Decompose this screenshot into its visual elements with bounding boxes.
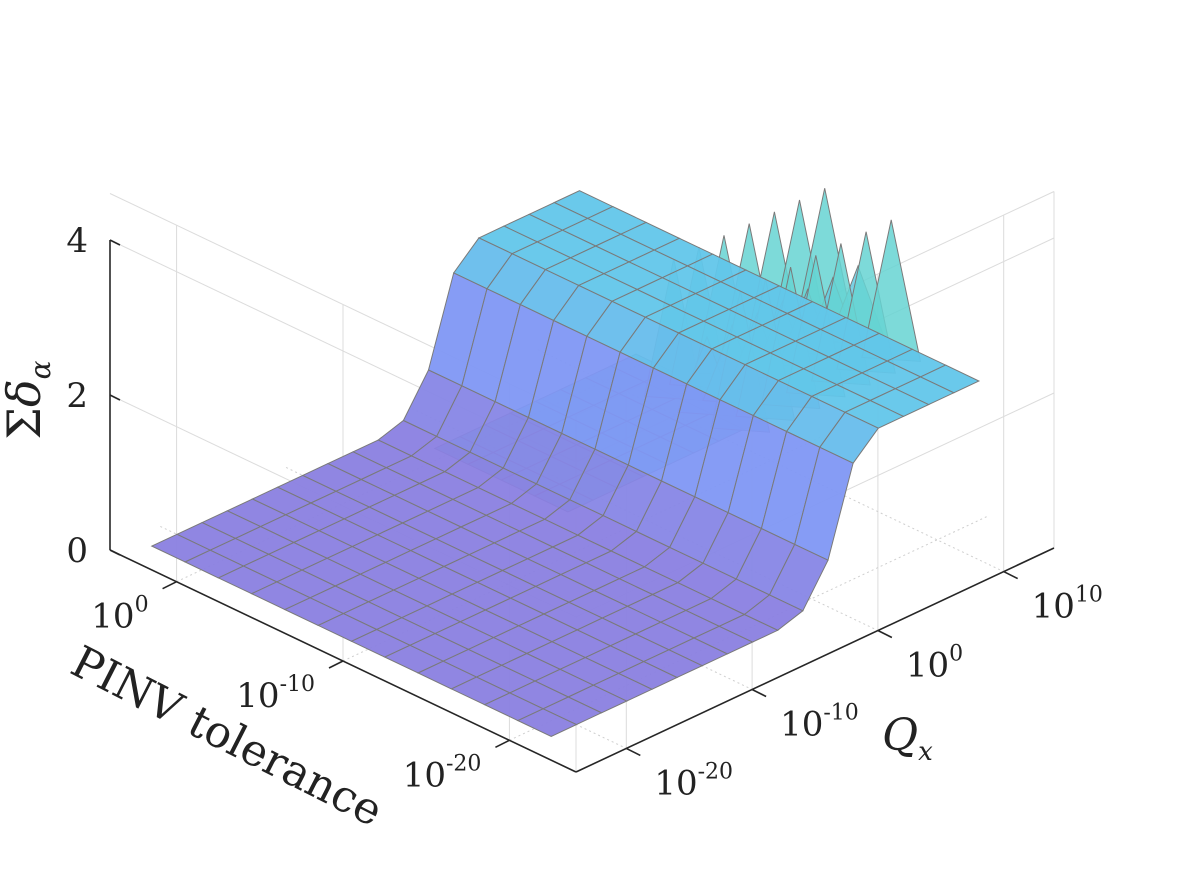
z-tick-mark bbox=[109, 239, 121, 246]
y-tick-mark bbox=[877, 629, 893, 639]
y-tick-mark bbox=[751, 688, 767, 698]
z-axis-label-sub: α bbox=[24, 360, 57, 379]
y-tick-mark bbox=[625, 747, 641, 757]
z-tick-label: 2 bbox=[66, 376, 88, 416]
z-tick-label: 0 bbox=[66, 531, 88, 571]
x-tick-mark bbox=[162, 580, 177, 590]
y-axis-label-sub: x bbox=[918, 737, 933, 767]
z-tick-mark bbox=[109, 549, 121, 556]
x-tick-label: 100 bbox=[91, 593, 148, 637]
y-axis-label-q: Q bbox=[882, 710, 918, 761]
z-axis-label: Σδα bbox=[0, 360, 57, 439]
y-axis-line bbox=[575, 547, 1055, 773]
x-tick-mark bbox=[328, 660, 344, 669]
y-tick-mark bbox=[1003, 570, 1019, 580]
z-tick-mark bbox=[109, 394, 121, 401]
z-tick-label: 4 bbox=[66, 221, 88, 261]
surface-cell bbox=[516, 708, 578, 737]
z-axis-label-delta: δ bbox=[0, 379, 51, 407]
x-tick-label: 10-20 bbox=[403, 751, 482, 795]
x-tick-mark bbox=[495, 739, 510, 749]
y-tick-label: 10-20 bbox=[654, 759, 733, 803]
x-tick-label: 10-10 bbox=[236, 672, 315, 716]
label-layer: 0 2 4 100 10-10 10-20 10-20 10-10 100 1010 bbox=[66, 221, 1103, 803]
y-tick-label: 10-10 bbox=[780, 700, 859, 744]
axis-layer bbox=[109, 239, 1055, 773]
x-axis-label: PINV tolerance bbox=[63, 636, 391, 837]
y-tick-label: 1010 bbox=[1032, 583, 1103, 627]
z-axis-label-sigma: Σ bbox=[0, 407, 51, 440]
y-tick-label: 100 bbox=[906, 642, 963, 686]
y-axis-label: Qx bbox=[882, 710, 933, 767]
surface-layer bbox=[150, 188, 981, 737]
